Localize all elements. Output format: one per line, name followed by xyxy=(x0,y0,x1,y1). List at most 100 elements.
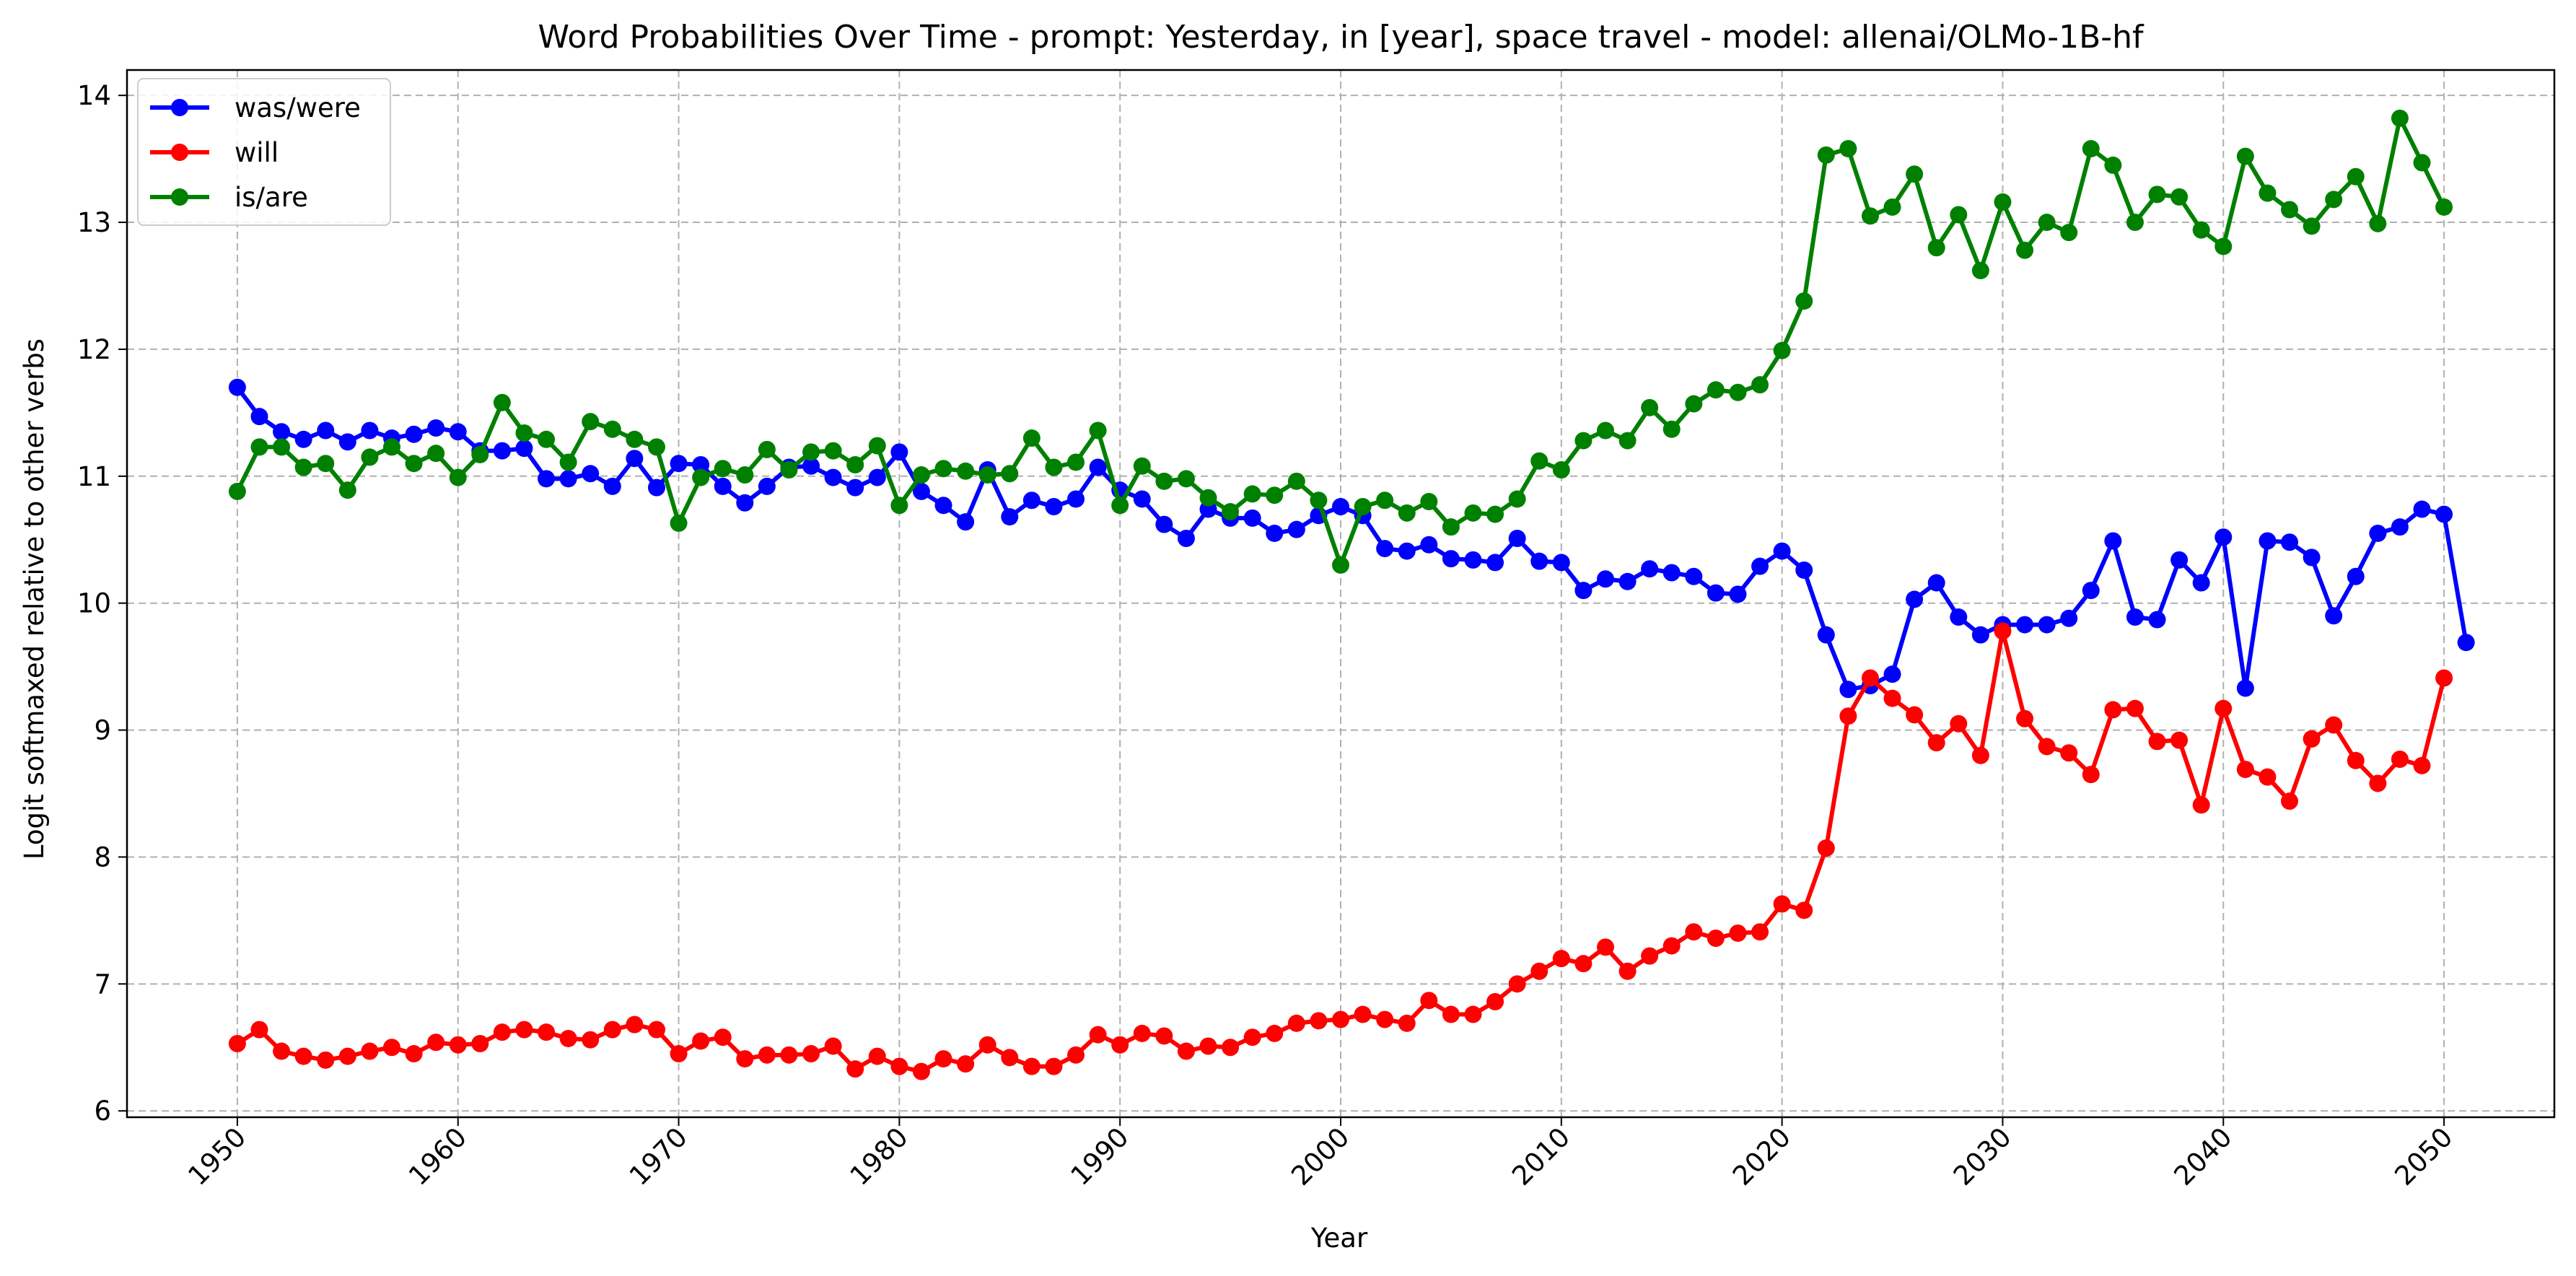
data-point xyxy=(1906,165,1924,183)
data-point xyxy=(228,1034,246,1052)
data-point xyxy=(273,438,291,456)
x-tick-label: 1960 xyxy=(403,1122,473,1192)
series-group xyxy=(228,109,2475,1080)
data-point xyxy=(582,1031,600,1049)
y-tick-label: 7 xyxy=(94,969,111,1000)
data-point xyxy=(1994,193,2012,211)
legend-box xyxy=(137,78,391,226)
data-point xyxy=(2082,140,2100,158)
data-point xyxy=(2104,532,2122,550)
data-point xyxy=(846,1060,864,1078)
data-point xyxy=(912,1062,930,1080)
data-point xyxy=(1574,582,1593,600)
data-point xyxy=(1089,1026,1107,1044)
data-point xyxy=(538,470,556,488)
data-point xyxy=(1751,376,1769,394)
data-point xyxy=(1729,585,1747,603)
data-point xyxy=(758,440,776,458)
data-point xyxy=(2281,533,2299,551)
data-point xyxy=(2325,716,2343,734)
data-point xyxy=(1243,485,1261,503)
data-point xyxy=(2082,766,2100,784)
y-tick-label: 8 xyxy=(94,842,111,873)
data-point xyxy=(1574,432,1593,450)
data-point xyxy=(361,1042,379,1060)
data-point xyxy=(1971,746,1989,764)
data-point xyxy=(294,430,312,448)
x-tick-label: 1990 xyxy=(1065,1122,1135,1192)
data-point xyxy=(2126,699,2144,717)
y-tick-label: 6 xyxy=(94,1096,111,1127)
data-point xyxy=(382,438,400,456)
data-point xyxy=(2325,607,2343,625)
data-point xyxy=(912,482,930,500)
data-point xyxy=(1332,1010,1349,1028)
data-point xyxy=(934,497,952,515)
data-point xyxy=(1530,452,1548,470)
data-point xyxy=(449,1036,467,1054)
data-point xyxy=(1133,457,1151,475)
data-point xyxy=(1685,923,1703,941)
data-point xyxy=(559,1029,577,1047)
data-point xyxy=(626,1015,644,1034)
data-point xyxy=(1707,381,1725,399)
data-point xyxy=(957,513,975,531)
legend-label: is/are xyxy=(235,182,308,213)
data-point xyxy=(978,1036,996,1054)
data-point xyxy=(2435,669,2453,687)
data-point xyxy=(405,1045,423,1063)
data-point xyxy=(2016,709,2034,727)
data-point xyxy=(449,423,467,441)
data-point xyxy=(2148,611,2166,629)
data-point xyxy=(471,1034,489,1052)
data-point xyxy=(1155,472,1173,490)
data-point xyxy=(868,1047,886,1065)
data-point xyxy=(1398,1014,1416,1032)
data-point xyxy=(824,1037,842,1055)
data-point xyxy=(2391,751,2409,769)
data-point xyxy=(2082,582,2100,600)
data-point xyxy=(1707,930,1725,948)
data-point xyxy=(2413,756,2431,774)
data-point xyxy=(1883,198,1901,216)
data-point xyxy=(736,1050,754,1068)
data-point xyxy=(1022,491,1041,510)
y-tick-label: 13 xyxy=(77,207,111,238)
data-point xyxy=(1243,1028,1261,1046)
data-point xyxy=(2236,761,2254,779)
data-point xyxy=(294,1047,312,1065)
data-point xyxy=(1883,665,1901,683)
legend-item: was/were xyxy=(150,92,361,123)
data-point xyxy=(2192,221,2210,239)
data-point xyxy=(1618,962,1637,980)
x-axis-ticks: 1950 1960 1970 1980 1990 2000 2010 2020 2030 2040… xyxy=(182,1117,2458,1192)
data-point xyxy=(338,481,356,499)
legend-label: was/were xyxy=(235,92,361,123)
data-point xyxy=(361,448,379,466)
data-point xyxy=(2347,167,2365,185)
data-point xyxy=(1662,420,1681,438)
data-point xyxy=(1199,1037,1217,1055)
y-tick-label: 14 xyxy=(77,80,111,111)
data-point xyxy=(2016,616,2034,634)
data-point xyxy=(1795,901,1813,919)
data-point xyxy=(1398,504,1416,522)
legend-item: will xyxy=(150,137,279,168)
data-point xyxy=(1442,518,1460,536)
data-point xyxy=(273,1042,291,1060)
data-point xyxy=(2369,524,2387,542)
data-point xyxy=(1222,503,1240,521)
legend-marker xyxy=(171,188,188,206)
legend-item: is/are xyxy=(150,182,308,213)
legend-marker xyxy=(171,144,188,161)
data-point xyxy=(1574,955,1593,973)
data-point xyxy=(582,465,600,483)
data-point xyxy=(1354,1005,1372,1023)
x-tick-label: 1980 xyxy=(844,1122,914,1192)
data-point xyxy=(228,482,246,500)
data-point xyxy=(1707,584,1725,602)
data-point xyxy=(1618,432,1637,450)
data-point xyxy=(1971,626,1989,644)
data-point xyxy=(493,442,511,460)
data-point xyxy=(1773,542,1791,560)
